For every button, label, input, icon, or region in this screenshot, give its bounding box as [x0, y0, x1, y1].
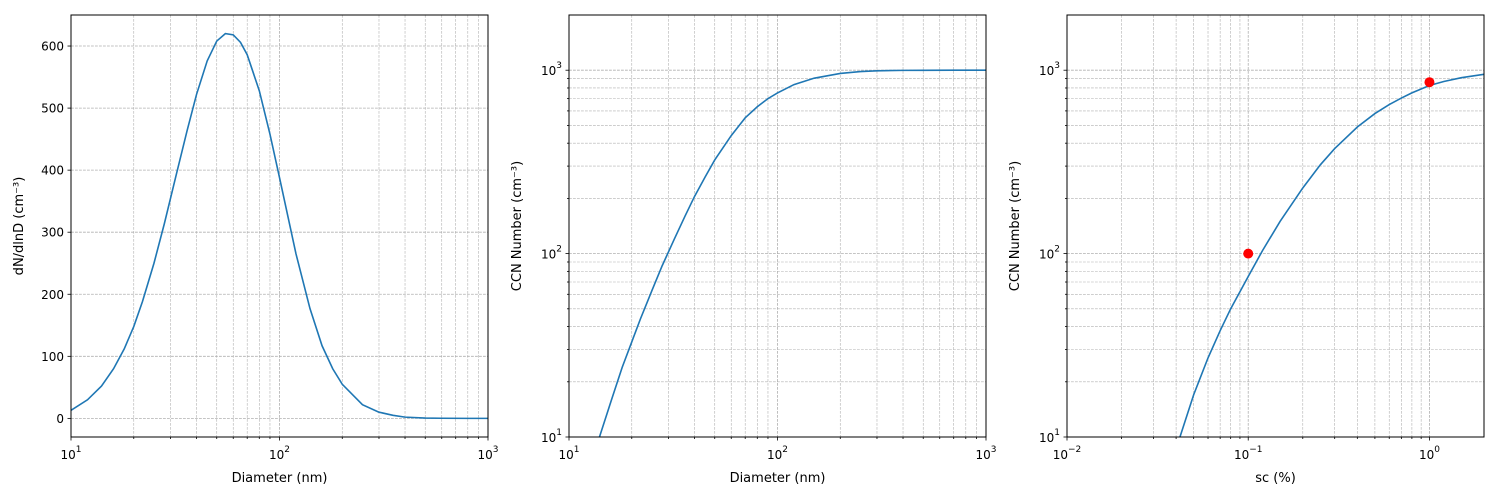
y-tick-label: 200 — [41, 288, 64, 302]
series-line-1 — [71, 32, 488, 420]
y-tick-label: 500 — [41, 102, 64, 116]
series-line-1 — [598, 69, 986, 437]
y-tick-label: 0 — [56, 412, 64, 426]
y-axis-label: CCN Number (cm⁻³) — [1008, 161, 1023, 291]
y-axis-label: CCN Number (cm⁻³) — [510, 161, 525, 291]
scatter-point-1 — [1243, 248, 1254, 259]
y-tick-label: 103 — [1039, 61, 1060, 78]
grid — [1066, 15, 1484, 438]
y-tick-label: 100 — [41, 350, 64, 364]
x-tick-label: 101 — [558, 445, 579, 462]
x-axis-label: Diameter (nm) — [730, 471, 826, 486]
x-tick-label: 10−2 — [1053, 445, 1082, 462]
y-tick-label: 101 — [541, 428, 562, 445]
chart-panel-1: 101 102 103 0 100 200 300 400 500 600 Diameter (nm… — [12, 14, 499, 486]
scatter-point-2 — [1424, 77, 1435, 88]
x-axis-label: sc (%) — [1255, 471, 1296, 486]
chart-panel-2: 101 102 103 101 102 103 Diameter (nm) CCN Numbe… — [510, 14, 997, 486]
x-tick-label: 103 — [975, 445, 996, 462]
x-tick-label: 102 — [269, 445, 290, 462]
y-tick-label: 300 — [41, 226, 64, 240]
x-tick-label: 101 — [60, 445, 81, 462]
chart-panel-3: 10−2 10−1 100 101 102 103 sc (%) CCN Number (cm… — [1008, 14, 1485, 486]
grid — [70, 15, 489, 437]
x-axis-label: Diameter (nm) — [232, 471, 328, 486]
y-tick-label: 600 — [41, 40, 64, 54]
axes-frame — [1066, 14, 1485, 438]
x-tick-label: 102 — [767, 445, 788, 462]
y-tick-label: 102 — [1039, 244, 1060, 261]
x-tick-label: 103 — [477, 445, 498, 462]
y-tick-label: 400 — [41, 164, 64, 178]
y-tick-label: 102 — [541, 244, 562, 261]
x-tick-label: 10−1 — [1234, 445, 1263, 462]
series-line-1 — [1179, 73, 1484, 437]
y-tick-label: 101 — [1039, 428, 1060, 445]
y-axis-label: dN/dlnD (cm⁻³) — [12, 177, 27, 276]
grid — [568, 15, 987, 438]
y-tick-label: 103 — [541, 61, 562, 78]
x-tick-label: 100 — [1419, 445, 1440, 462]
